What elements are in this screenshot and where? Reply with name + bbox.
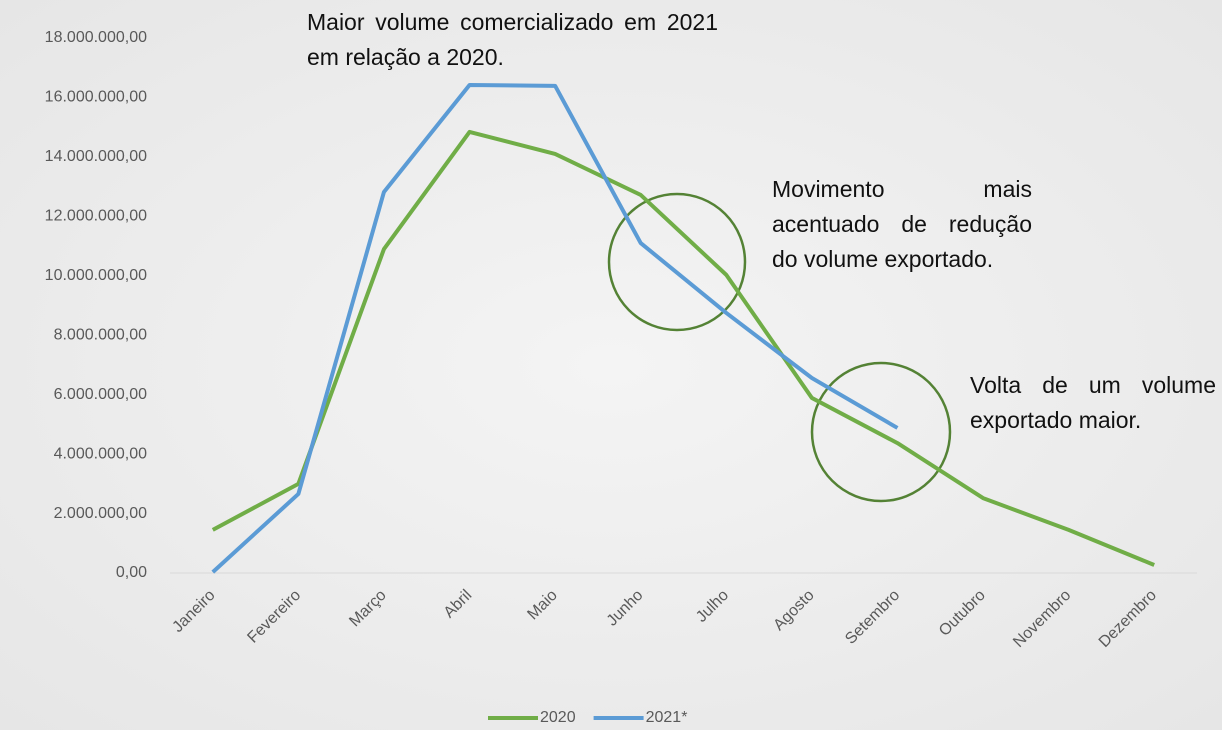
- y-tick-label: 0,00: [116, 564, 147, 581]
- x-tick-label: Setembro: [842, 587, 903, 648]
- annotation: Volta de um volume exportado maior.: [970, 372, 1216, 433]
- series-line: [211, 129, 1155, 567]
- y-tick-label: 12.000.000,00: [45, 208, 147, 225]
- x-tick-label: Janeiro: [169, 587, 218, 636]
- y-tick-label: 2.000.000,00: [54, 505, 148, 522]
- x-tick-label: Dezembro: [1096, 587, 1160, 651]
- x-tick-label: Fevereiro: [244, 587, 304, 647]
- x-tick-label: Maio: [524, 587, 561, 624]
- x-tick-label: Março: [346, 587, 390, 631]
- y-tick-label: 8.000.000,00: [54, 326, 148, 343]
- x-tick-label: Abril: [441, 587, 476, 622]
- y-tick-label: 6.000.000,00: [54, 386, 148, 403]
- y-tick-label: 18.000.000,00: [45, 29, 147, 46]
- x-tick-label: Novembro: [1010, 587, 1074, 651]
- y-tick-label: 14.000.000,00: [45, 148, 147, 165]
- highlight-circle: [810, 361, 952, 503]
- x-tick-label: Outubro: [936, 587, 989, 640]
- x-tick-label: Agosto: [770, 587, 817, 634]
- y-tick-label: 4.000.000,00: [54, 445, 148, 462]
- y-tick-label: 10.000.000,00: [45, 267, 147, 284]
- x-tick-label: Julho: [693, 587, 732, 626]
- highlight-circle: [607, 192, 747, 332]
- legend-label: 2020: [540, 709, 576, 726]
- annotation: Movimento mais acentuado de redução do v…: [772, 176, 1032, 272]
- x-tick-label: Junho: [604, 587, 647, 630]
- legend-label: 2021*: [646, 709, 688, 726]
- series-line: [211, 82, 899, 574]
- y-tick-label: 16.000.000,00: [45, 89, 147, 106]
- annotation: Maior volume comercializado em 2021 em r…: [307, 9, 718, 70]
